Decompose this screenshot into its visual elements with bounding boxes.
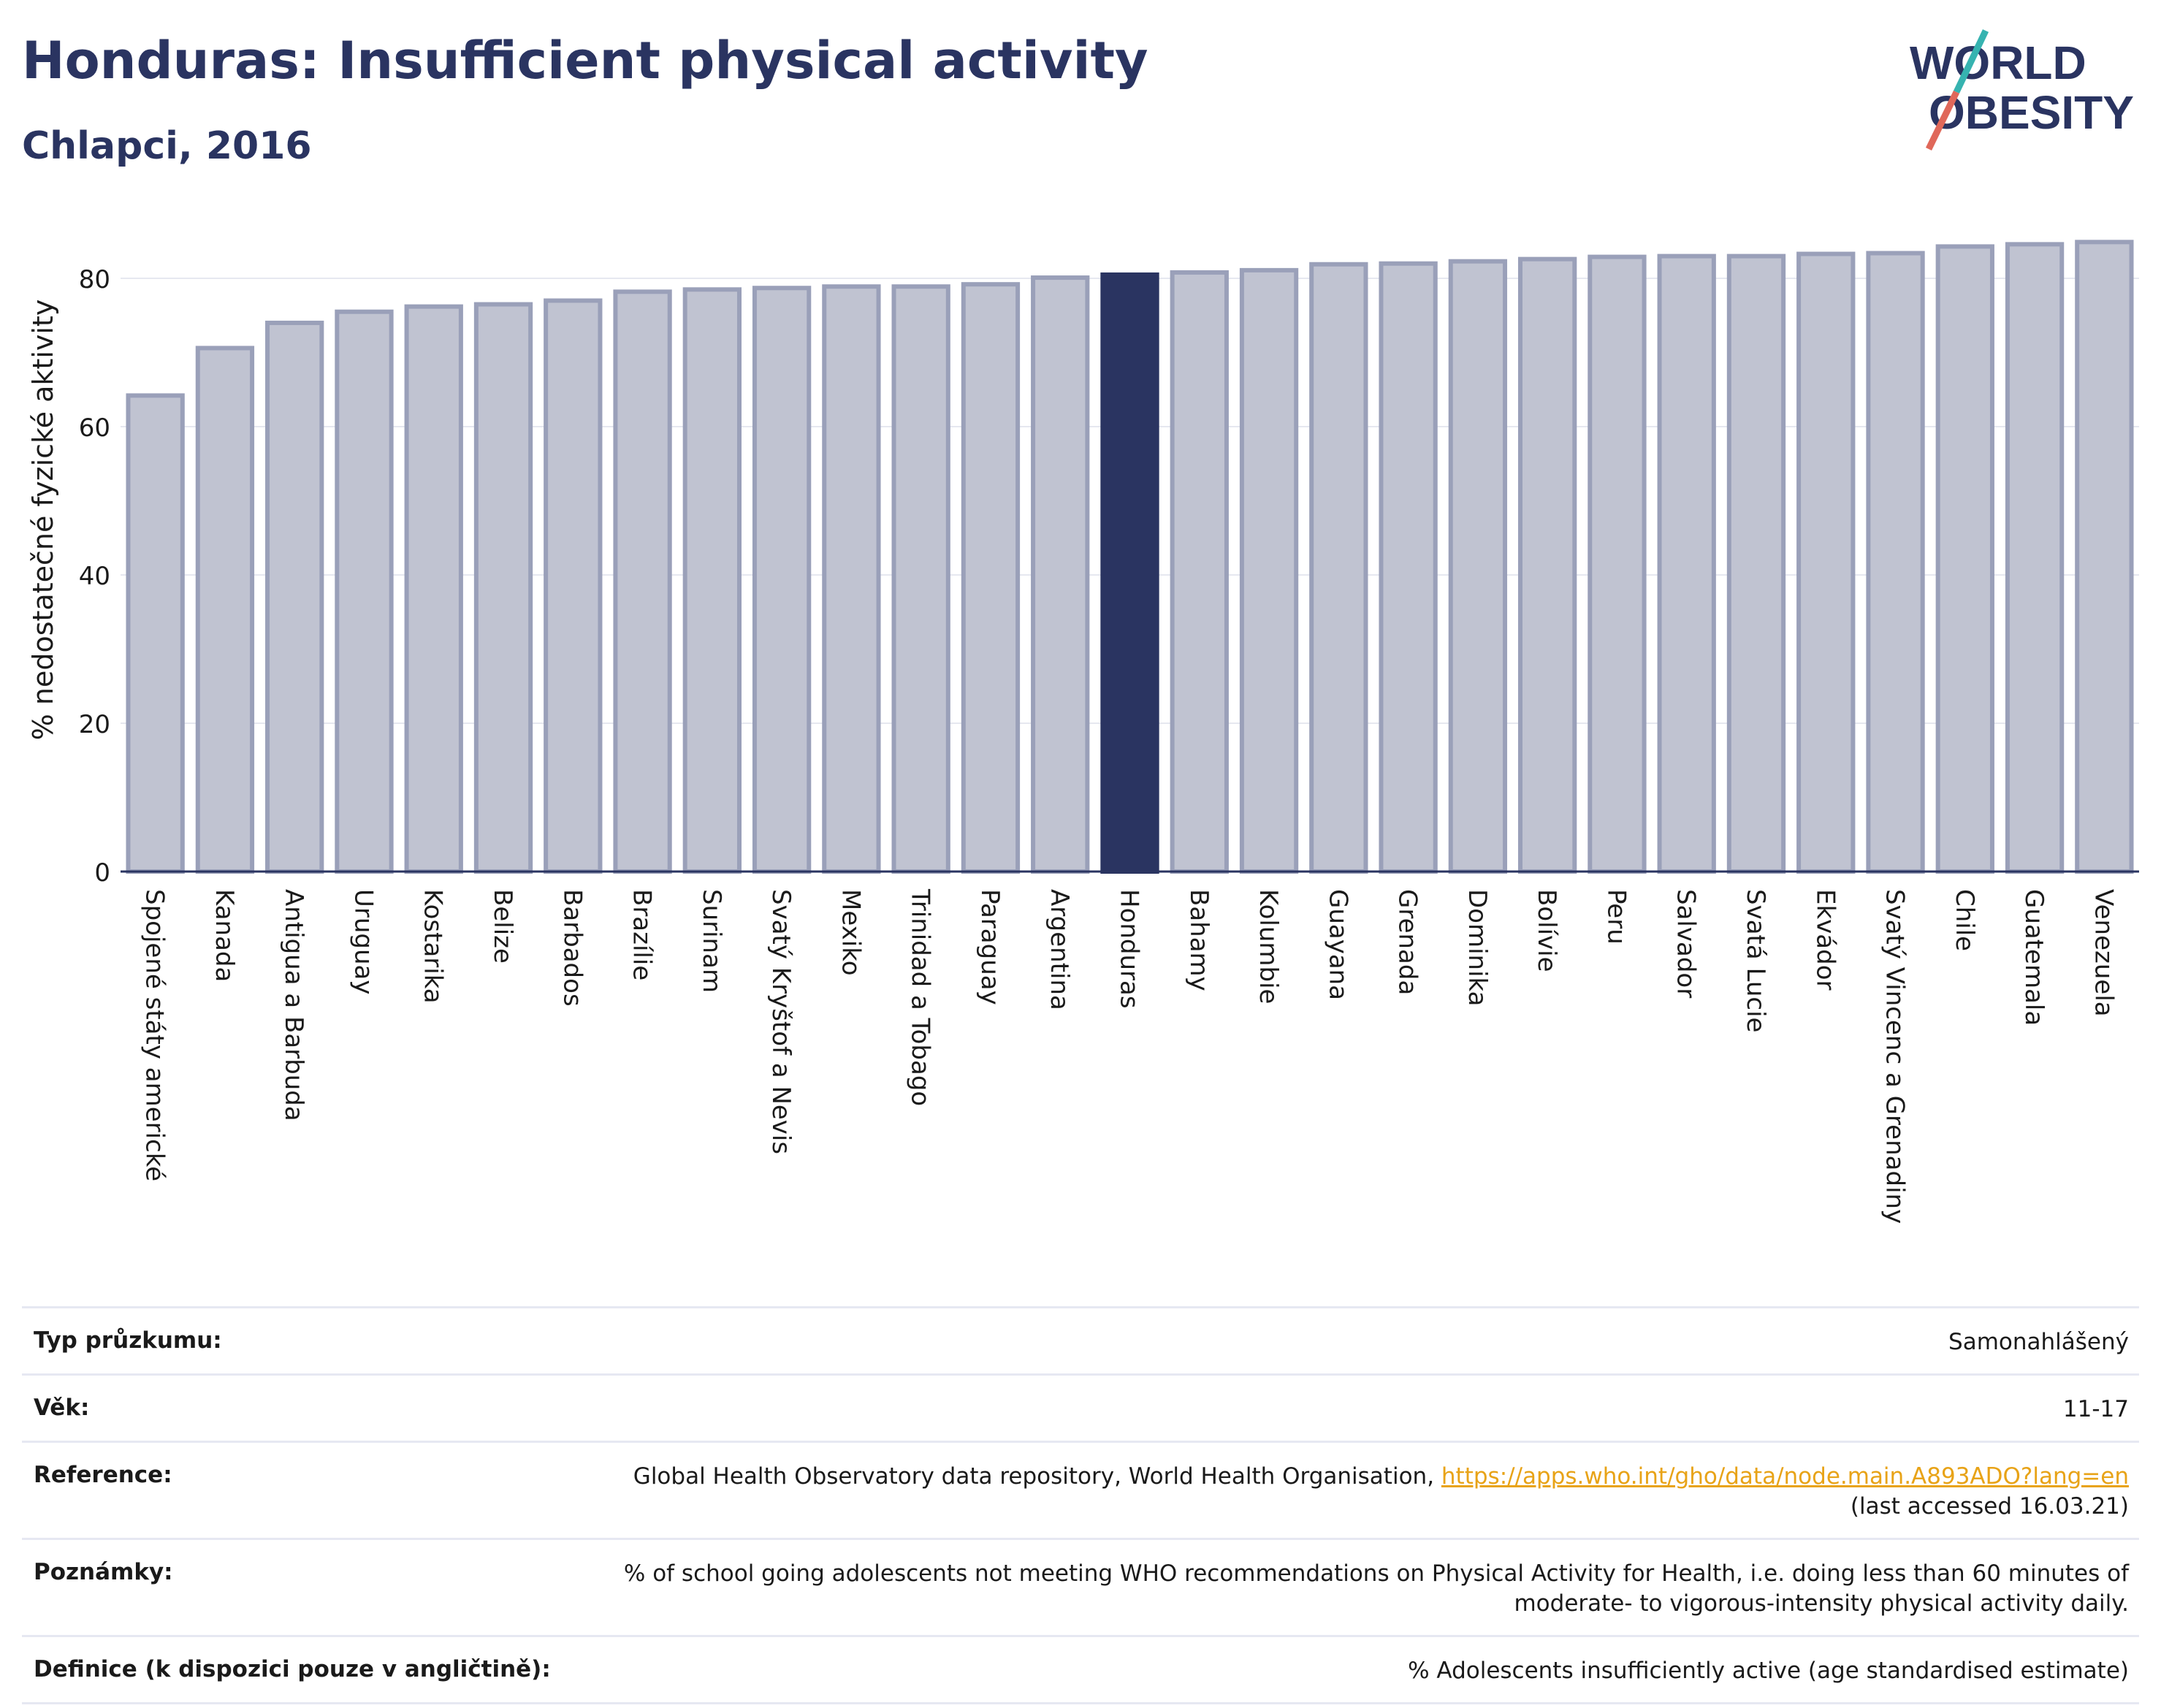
logo-slash-coral xyxy=(1925,91,1960,150)
x-tick-label: Kanada xyxy=(210,889,239,982)
age-row: Věk: 11-17 xyxy=(22,1373,2139,1441)
bar xyxy=(1239,267,1299,874)
x-tick-label: Bolívie xyxy=(1532,889,1561,972)
page-subtitle: Chlapci, 2016 xyxy=(22,124,312,168)
definition-value: % Adolescents insufficiently active (age… xyxy=(1408,1658,2129,1684)
axes: 0 20 40 60 80 Spojené státy americké Kanada Ant… xyxy=(79,265,2139,1224)
bar xyxy=(752,286,812,874)
logo-slash-teal xyxy=(1953,29,1989,94)
logo-line2: OBESITY xyxy=(1929,86,2134,139)
definition-row: Definice (k dispozici pouze v angličtině… xyxy=(22,1635,2139,1704)
reference-value: Global Health Observatory data repositor… xyxy=(633,1462,2129,1522)
bar xyxy=(544,298,603,874)
x-tick-label: Surinam xyxy=(697,889,726,993)
bar xyxy=(473,302,533,874)
x-tick-label: Paraguay xyxy=(975,889,1005,1005)
bar xyxy=(1866,251,1925,874)
x-tick-label: Guayana xyxy=(1323,889,1352,1000)
x-tick-label: Chile xyxy=(1950,889,1979,951)
x-tick-label: Kostarika xyxy=(419,889,448,1004)
bar xyxy=(1935,244,1994,874)
logo-line1: WORLD xyxy=(1910,37,2086,89)
y-tick-label: 40 xyxy=(79,562,110,591)
bar xyxy=(195,346,255,874)
bar xyxy=(126,393,185,874)
x-tick-label: Mexiko xyxy=(836,889,865,976)
bars xyxy=(126,240,2134,874)
definition-label: Definice (k dispozici pouze v angličtině… xyxy=(34,1656,551,1682)
age-value: 11-17 xyxy=(2062,1396,2129,1422)
reference-link[interactable]: https://apps.who.int/gho/data/node.main.… xyxy=(1441,1463,2129,1490)
bar xyxy=(1588,254,1647,874)
survey-type-value: Samonahlášený xyxy=(1948,1329,2129,1355)
info-table: Typ průzkumu: Samonahlášený Věk: 11-17 R… xyxy=(22,1306,2139,1704)
x-tick-label: Antigua a Barbuda xyxy=(279,889,308,1121)
x-tick-label: Svatý Vincenc a Grenadiny xyxy=(1880,889,1910,1224)
bar xyxy=(822,284,881,874)
x-tick-label: Kolumbie xyxy=(1254,889,1283,1004)
x-tick-label: Grenada xyxy=(1393,889,1422,995)
bar xyxy=(265,320,324,874)
age-label: Věk: xyxy=(34,1395,90,1421)
y-tick-label: 0 xyxy=(94,858,110,888)
x-tick-label: Barbados xyxy=(557,889,587,1007)
x-tick-label: Svatý Kryštof a Nevis xyxy=(766,889,796,1154)
reference-text: Global Health Observatory data repositor… xyxy=(633,1463,1435,1490)
bar xyxy=(613,289,672,874)
survey-type-row: Typ průzkumu: Samonahlášený xyxy=(22,1306,2139,1373)
notes-line2: moderate- to vigorous-intensity physical… xyxy=(1514,1590,2129,1617)
x-tick-label: Brazílie xyxy=(628,889,657,980)
bar xyxy=(1170,270,1229,874)
x-tick-label: Venezuela xyxy=(2089,889,2118,1017)
x-tick-label: Svatá Lucie xyxy=(1741,889,1770,1032)
bar xyxy=(335,309,394,874)
bar xyxy=(1379,261,1438,874)
x-tick-label: Trinidad a Tobago xyxy=(906,888,935,1106)
x-tick-label: Peru xyxy=(1601,889,1631,945)
x-tick-label: Belize xyxy=(488,889,517,964)
x-tick-label: Guatemala xyxy=(2019,889,2048,1026)
y-tick-label: 80 xyxy=(79,265,110,294)
x-tick-label: Ekvádor xyxy=(1810,889,1840,991)
bar xyxy=(961,282,1021,874)
y-tick-label: 60 xyxy=(79,413,110,443)
reference-accessed: (last accessed 16.03.21) xyxy=(1850,1493,2129,1520)
bar xyxy=(1031,275,1090,874)
bar xyxy=(1517,256,1577,874)
bar-chart: 0 20 40 60 80 Spojené státy americké Kanada Ant… xyxy=(27,240,2139,1224)
x-tick-label: Bahamy xyxy=(1184,889,1213,991)
world-obesity-logo: WORLD OBESITY xyxy=(1910,29,2134,150)
page-title: Honduras: Insufficient physical activity xyxy=(22,31,1148,91)
x-tick-label: Honduras xyxy=(1115,889,1144,1009)
bar xyxy=(2005,242,2065,874)
x-tick-label: Argentina xyxy=(1045,889,1074,1010)
notes-value: % of school going adolescents not meetin… xyxy=(624,1559,2129,1619)
y-axis-label: % nedostatečné fyzické aktivity xyxy=(27,300,59,741)
bar xyxy=(682,287,742,874)
notes-line1: % of school going adolescents not meetin… xyxy=(623,1560,2129,1587)
bar xyxy=(2075,240,2134,874)
notes-row: Poznámky: % of school going adolescents … xyxy=(22,1538,2139,1635)
bar xyxy=(1309,262,1368,874)
reference-row: Reference: Global Health Observatory dat… xyxy=(22,1441,2139,1538)
notes-label: Poznámky: xyxy=(34,1559,173,1585)
x-tick-label: Uruguay xyxy=(348,889,378,995)
bar-highlighted xyxy=(1100,272,1159,874)
x-tick-label: Dominika xyxy=(1463,889,1492,1006)
bar xyxy=(891,284,950,874)
reference-label: Reference: xyxy=(34,1462,172,1488)
bar xyxy=(1657,253,1716,874)
bar xyxy=(404,304,463,874)
y-tick-label: 20 xyxy=(79,710,110,739)
survey-type-label: Typ průzkumu: xyxy=(34,1327,222,1354)
bar xyxy=(1726,253,1786,874)
bar xyxy=(1796,251,1856,874)
x-tick-label: Salvador xyxy=(1672,889,1701,998)
bar xyxy=(1448,259,1508,874)
x-tick-label: Spojené státy americké xyxy=(140,889,169,1181)
